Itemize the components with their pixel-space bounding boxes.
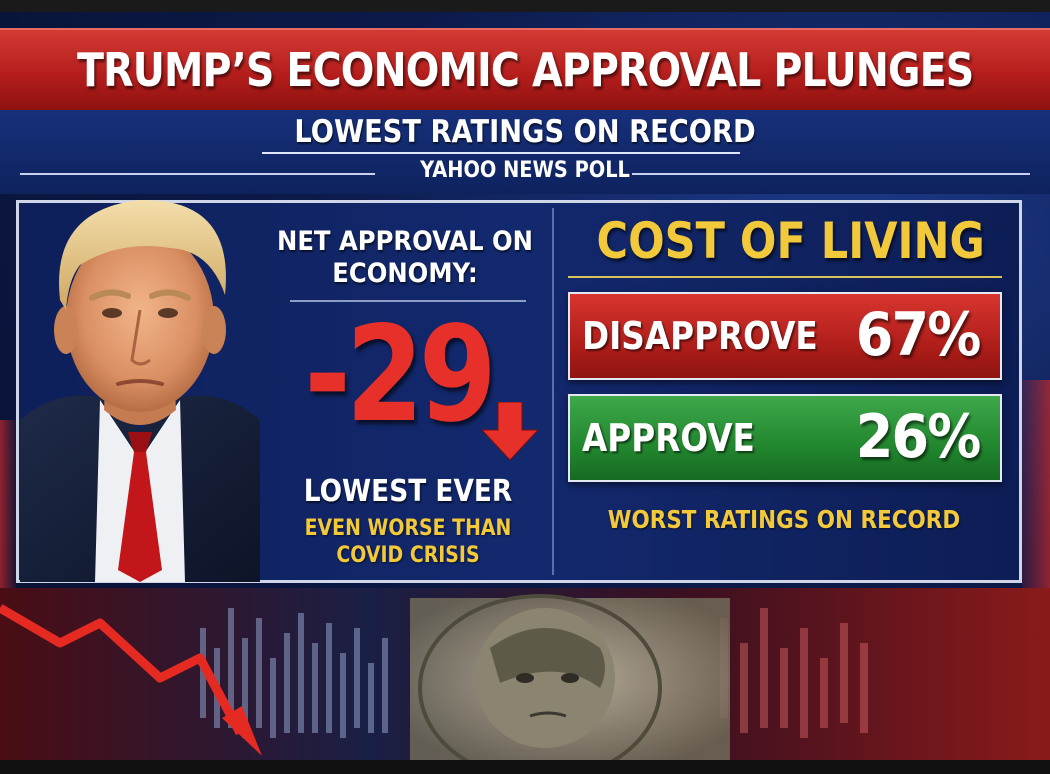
subtitle-underline <box>262 152 740 154</box>
bottom-edge <box>0 760 1050 774</box>
cost-of-living-title: COST OF LIVING <box>596 212 985 270</box>
source-rule-right <box>632 173 1030 175</box>
net-approval-rule <box>290 300 526 302</box>
disapprove-value: 67% <box>856 300 982 370</box>
source-rule-left <box>20 173 375 175</box>
approve-label: APPROVE <box>582 416 755 460</box>
top-edge <box>0 0 1050 12</box>
falling-trend-arrow-icon <box>0 604 244 736</box>
net-approval-value: -29 <box>304 298 497 452</box>
disapprove-label: DISAPPROVE <box>582 314 818 358</box>
down-arrow-icon <box>480 402 540 461</box>
subtitle: LOWEST RATINGS ON RECORD <box>294 114 756 150</box>
approve-value: 26% <box>856 402 982 472</box>
worst-ratings-text: WORST RATINGS ON RECORD <box>607 505 961 534</box>
headline-banner: TRUMP’S ECONOMIC APPROVAL PLUNGES <box>0 28 1050 113</box>
approve-bar: APPROVE 26% <box>568 394 1002 482</box>
cost-of-living-rule <box>568 276 1002 278</box>
candlestick-chart-art <box>200 608 388 738</box>
poll-source: YAHOO NEWS POLL <box>420 158 630 183</box>
disapprove-bar: DISAPPROVE 67% <box>568 292 1002 380</box>
headline: TRUMP’S ECONOMIC APPROVAL PLUNGES <box>76 43 974 97</box>
portrait-image <box>20 199 260 582</box>
covid-comparison-note: EVEN WORSE THAN COVID CRISIS <box>304 516 512 568</box>
lowest-ever-text: LOWEST EVER <box>303 474 513 509</box>
net-approval-label: NET APPROVAL ON ECONOMY: <box>276 226 534 289</box>
left-red-glow <box>0 420 16 600</box>
hundred-dollar-bill-image <box>410 594 730 760</box>
bottom-background-art <box>0 588 1050 760</box>
panel-divider <box>552 208 554 575</box>
